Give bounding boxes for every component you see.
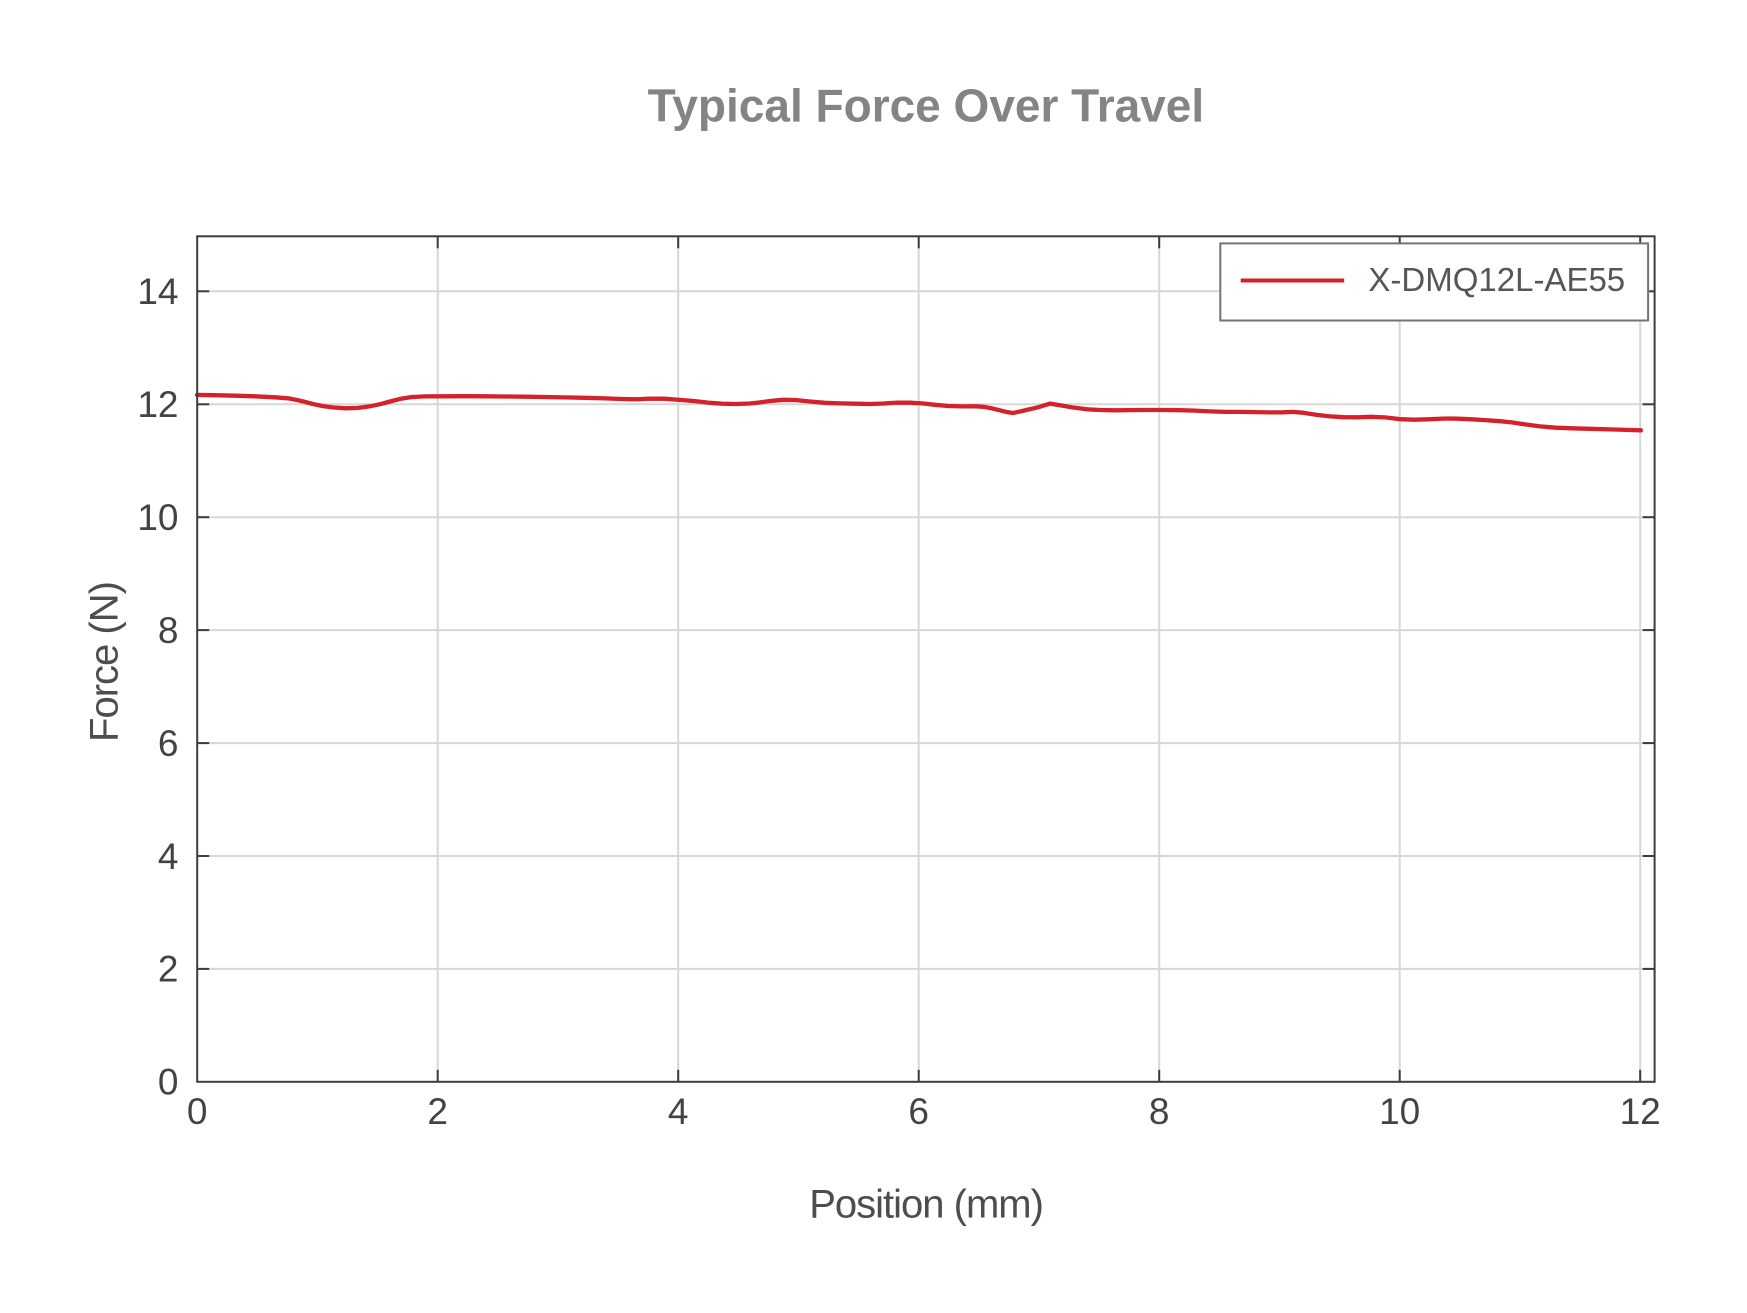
svg-text:0: 0 [158,1062,179,1103]
svg-text:X-DMQ12L-AE55: X-DMQ12L-AE55 [1368,261,1625,298]
svg-text:Typical Force Over Travel: Typical Force Over Travel [648,79,1205,131]
svg-text:Position (mm): Position (mm) [809,1182,1043,1226]
svg-text:6: 6 [908,1091,929,1132]
svg-text:2: 2 [427,1091,448,1132]
svg-text:8: 8 [1149,1091,1170,1132]
svg-text:12: 12 [1620,1091,1661,1132]
svg-text:12: 12 [137,384,178,425]
svg-text:8: 8 [158,610,179,651]
svg-text:14: 14 [137,271,178,312]
svg-text:4: 4 [158,836,179,877]
svg-text:0: 0 [187,1091,208,1132]
svg-text:2: 2 [158,949,179,990]
svg-text:Force (N): Force (N) [82,582,126,742]
svg-text:10: 10 [137,497,178,538]
svg-text:10: 10 [1379,1091,1420,1132]
svg-text:4: 4 [668,1091,689,1132]
svg-text:6: 6 [158,723,179,764]
